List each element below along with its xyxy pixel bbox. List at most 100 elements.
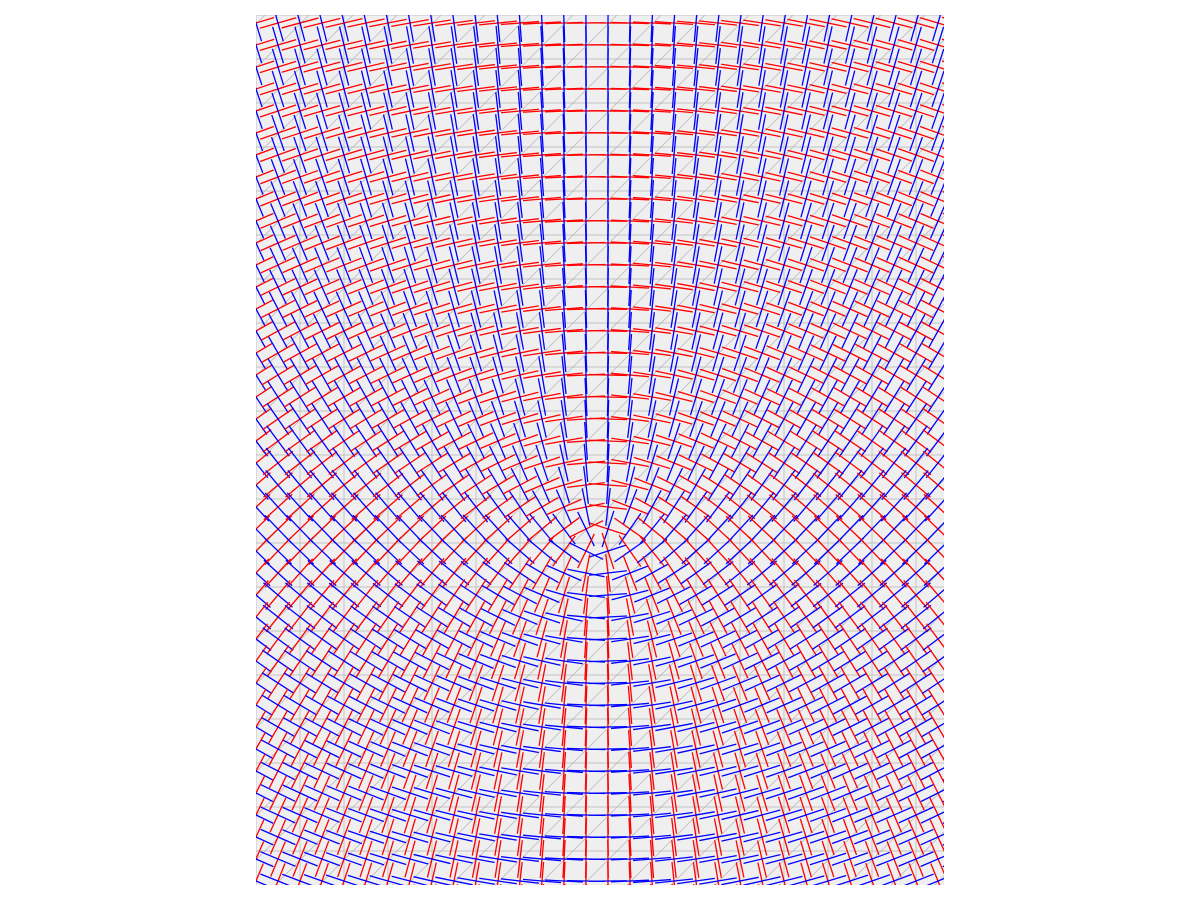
cross-arm (443, 446, 465, 480)
cross-arm (284, 582, 316, 608)
cross-arm (820, 246, 836, 284)
cross-arm (709, 423, 727, 459)
cross-arm (290, 313, 310, 349)
cross-arm (502, 585, 538, 605)
cross-arm (422, 401, 442, 437)
cross-arm (809, 830, 847, 844)
cross-arm (383, 26, 393, 64)
cross-arm (887, 158, 901, 196)
cross-arm (315, 92, 329, 130)
cross-arm (780, 15, 787, 42)
mesh-edge (256, 15, 838, 597)
cross-arm (414, 719, 450, 735)
cross-arm (256, 836, 274, 846)
cross-arm (688, 423, 704, 459)
cross-arm (671, 180, 677, 218)
cross-arm (285, 559, 315, 587)
cross-arm (779, 114, 789, 152)
cross-arm (858, 492, 886, 522)
cross-arm (326, 785, 362, 801)
cross-arm (837, 469, 863, 501)
cross-arm (928, 296, 944, 327)
cross-arm (523, 768, 561, 774)
cross-arm (721, 832, 759, 842)
cross-arm (449, 180, 459, 218)
cross-arm (921, 700, 944, 716)
cross-arm (268, 313, 288, 349)
cross-arm (474, 15, 479, 42)
cross-arm (393, 651, 427, 671)
cross-arm (261, 694, 295, 716)
cross-arm (260, 851, 296, 867)
cross-arm (818, 357, 838, 393)
cross-arm (758, 70, 766, 108)
cross-arm (927, 364, 944, 392)
cross-arm (800, 884, 802, 885)
mesh-edge (318, 259, 944, 885)
cross-arm (256, 601, 269, 619)
cross-arm (699, 788, 737, 798)
cross-arm (421, 446, 443, 480)
cross-arm (373, 537, 403, 565)
cross-arm (256, 726, 273, 738)
cross-arm (628, 25, 632, 65)
cross-arm (282, 739, 318, 759)
cross-arm (271, 70, 285, 108)
cross-arm (335, 291, 353, 327)
cross-arm (523, 678, 561, 688)
cross-arm (898, 806, 934, 824)
cross-arm (326, 717, 362, 737)
cross-arm (771, 492, 797, 522)
cross-arm (508, 490, 532, 524)
cross-arm (545, 657, 583, 665)
cross-arm (734, 290, 746, 328)
cross-arm (610, 791, 650, 795)
cross-arm (523, 812, 561, 818)
cross-arm (256, 321, 273, 332)
cross-arm (584, 355, 588, 395)
cross-arm (360, 70, 372, 108)
cross-arm (304, 807, 340, 823)
cross-arm (402, 335, 418, 371)
cross-arm (928, 273, 944, 305)
cross-arm (756, 246, 768, 284)
cross-arm (729, 446, 751, 480)
cross-arm (256, 704, 273, 716)
cross-arm (633, 610, 671, 624)
cross-arm (831, 829, 869, 845)
cross-arm (256, 131, 264, 152)
cross-arm (943, 779, 944, 781)
cross-arm (380, 291, 396, 327)
cross-arm (721, 787, 759, 799)
cross-arm (567, 614, 605, 620)
mesh-edge (256, 15, 266, 25)
cross-arm (400, 402, 420, 436)
cross-arm (337, 136, 351, 174)
cross-arm (256, 483, 269, 500)
cross-arm (610, 813, 650, 817)
cross-arm (951, 754, 969, 787)
mesh-edge (934, 875, 944, 885)
cross-arm (909, 70, 923, 108)
cross-arm (766, 696, 802, 714)
cross-arm (787, 853, 825, 865)
cross-arm (887, 92, 901, 130)
cross-arm (341, 15, 349, 42)
cross-arm (381, 246, 395, 284)
cross-arm (733, 312, 747, 350)
cross-arm (862, 358, 882, 392)
cross-arm (456, 884, 459, 885)
cross-arm (930, 114, 944, 152)
mesh-edge (582, 523, 944, 885)
cross-arm (699, 810, 737, 820)
cross-arm (951, 315, 970, 348)
cross-arm (481, 584, 515, 606)
cross-arm (472, 114, 480, 152)
cross-arm (333, 402, 355, 436)
cross-arm (714, 114, 722, 152)
cross-arm (424, 335, 440, 371)
cross-arm (732, 356, 748, 394)
cross-arm (856, 627, 888, 651)
cross-arm (788, 741, 824, 757)
cross-arm (516, 246, 524, 284)
